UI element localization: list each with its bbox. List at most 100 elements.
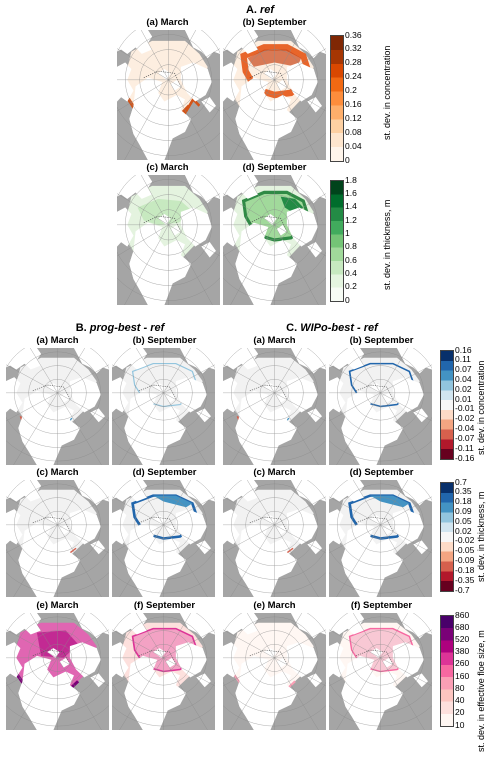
meridian-line: [135, 480, 164, 525]
map-a-ref-thick-march: [117, 175, 220, 305]
meridian-line: [57, 480, 86, 525]
land-mass: [223, 30, 259, 54]
land-mass: [18, 655, 81, 730]
meridian-line: [223, 364, 275, 393]
map-a-ref-conc-september: [223, 30, 326, 160]
a-title-a: (a) March: [146, 17, 189, 28]
meridian-line: [163, 364, 215, 393]
land-mass: [69, 377, 101, 413]
polar-map: [6, 348, 109, 465]
meridian-line: [117, 79, 169, 112]
land-mass: [286, 377, 318, 413]
meridian-line: [163, 524, 208, 597]
meridian-line: [163, 524, 215, 554]
colorbar-tick-label: -0.7: [455, 584, 470, 595]
meridian-line: [380, 657, 425, 730]
meridian-line: [6, 629, 58, 658]
land-mass: [329, 480, 365, 502]
meridian-line: [163, 480, 192, 525]
land-mass: [341, 522, 404, 597]
c-title-e: (e) March: [253, 600, 296, 611]
colorbar-tick-label: 0.6: [345, 254, 357, 265]
land-mass: [180, 207, 212, 247]
mean-ice-edge: [355, 384, 394, 399]
colorbar-tick-label: 0.07: [455, 364, 472, 375]
meridian-line: [274, 524, 319, 597]
colorbar-gradient: [330, 35, 344, 162]
meridian-line: [336, 657, 381, 730]
meridian-line: [163, 392, 208, 465]
colorbar-tick-label: 0.8: [345, 241, 357, 252]
land-mass: [286, 642, 318, 678]
colorbar-tick-label: 0.35: [455, 486, 472, 497]
b-title-f: (f) September: [133, 600, 196, 611]
meridian-line: [57, 657, 109, 687]
meridian-line: [274, 364, 326, 393]
land-mass: [392, 509, 424, 545]
section-a-title: A. ref: [215, 4, 305, 16]
colorbar-label: st. dev. in thickness, m: [382, 199, 392, 290]
meridian-line: [336, 524, 381, 597]
colorbar-tick-label: 1.2: [345, 214, 357, 225]
meridian-line: [230, 79, 275, 160]
map-b-thick-september: [112, 480, 215, 597]
colorbar-tick-label: 40: [455, 695, 465, 706]
meridian-line: [112, 364, 164, 393]
meridian-line: [274, 79, 319, 160]
b-title-e: (e) March: [36, 600, 79, 611]
meridian-line: [380, 392, 432, 422]
map-b-conc-september: [112, 348, 215, 465]
meridian-line: [380, 613, 409, 658]
colorbar-gradient: [330, 180, 344, 302]
meridian-line: [163, 657, 208, 730]
polar-map: [6, 613, 109, 730]
land-mass: [179, 348, 215, 374]
c-title-c: (c) March: [253, 467, 296, 478]
colorbar-tick-label: 0.28: [345, 57, 362, 68]
land-mass: [112, 480, 148, 502]
section-c-title: C. WIPo-best - ref: [262, 322, 402, 334]
meridian-line: [117, 193, 169, 225]
meridian-line: [380, 524, 432, 554]
polar-map: [223, 480, 326, 597]
meridian-line: [274, 392, 326, 422]
polar-map: [329, 480, 432, 597]
land-mass: [117, 30, 153, 54]
land-mass: [235, 222, 298, 305]
meridian-line: [223, 524, 275, 554]
meridian-line: [168, 48, 220, 80]
section-c-name: WIPo-best - ref: [300, 322, 378, 334]
colorbar-tick-label: 0.04: [345, 140, 362, 151]
mean-ice-edge: [32, 649, 71, 664]
meridian-line: [29, 613, 58, 658]
land-mass: [117, 175, 153, 199]
meridian-line: [380, 657, 432, 687]
land-mass: [201, 97, 216, 113]
polar-map: [223, 175, 326, 305]
meridian-line: [230, 524, 275, 597]
land-mass: [392, 642, 424, 678]
c-title-b: (b) September: [349, 335, 414, 346]
colorbar-tick-label: -0.35: [455, 574, 475, 585]
meridian-line: [223, 224, 275, 257]
meridian-line: [57, 657, 102, 730]
land-mass: [223, 480, 259, 502]
colorbar-tick-label: 0.02: [455, 525, 472, 536]
meridian-line: [380, 480, 409, 525]
meridian-line: [57, 364, 109, 393]
mean-ice-edge: [249, 649, 288, 664]
mean-ice-edge: [355, 649, 394, 664]
colorbar-tick-label: 0.01: [455, 393, 472, 404]
meridian-line: [168, 224, 220, 257]
meridian-line: [246, 30, 275, 80]
land-mass: [290, 613, 326, 639]
colorbar-label: st. dev. in concentration: [476, 360, 486, 455]
land-mass: [286, 62, 318, 102]
meridian-line: [124, 224, 169, 305]
meridian-line: [274, 224, 319, 305]
meridian-line: [380, 392, 425, 465]
polar-map: [112, 348, 215, 465]
land-mass: [201, 242, 216, 258]
map-a-ref-thick-september: [223, 175, 326, 305]
meridian-line: [380, 496, 432, 525]
